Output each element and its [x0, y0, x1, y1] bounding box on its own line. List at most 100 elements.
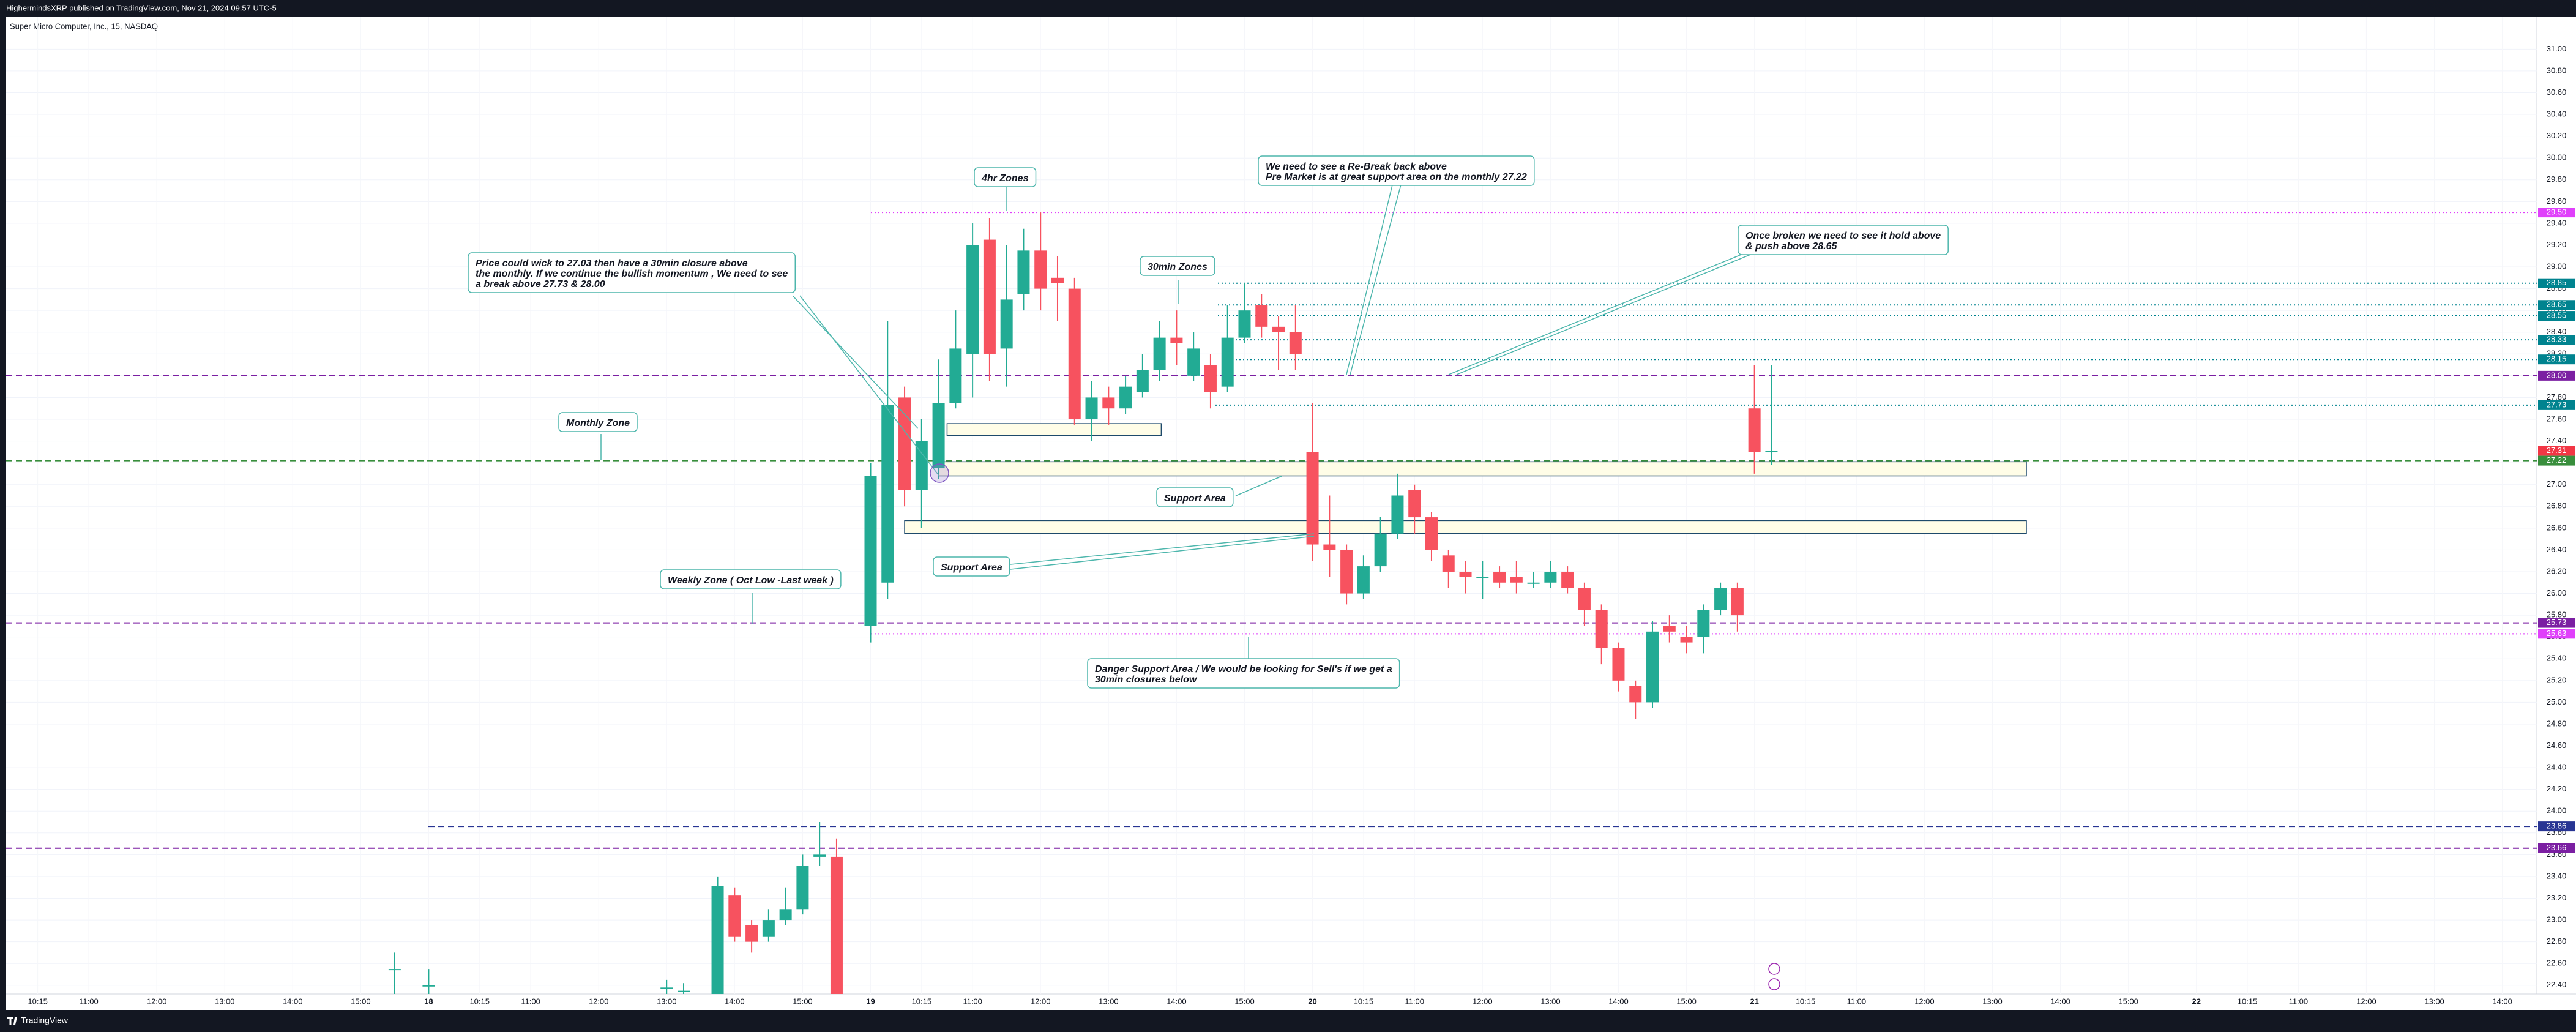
annotation-text: Once broken we need to see it hold above	[1745, 231, 1941, 241]
annotation-text: Support Area	[941, 563, 1002, 573]
y-tick-label: 24.60	[2547, 741, 2567, 750]
candle-body	[1697, 610, 1710, 637]
zone	[946, 423, 1162, 436]
price-label-bg	[2538, 370, 2575, 381]
x-tick-label: 10:15	[912, 996, 932, 1006]
candle-body	[711, 886, 724, 994]
candle-body	[1289, 332, 1302, 354]
candle-body	[1612, 648, 1625, 681]
y-tick-label: 25.80	[2547, 610, 2567, 619]
y-tick-label: 29.40	[2547, 218, 2567, 227]
candle-body	[422, 985, 435, 987]
price-label: 28.65	[2547, 300, 2567, 309]
price-label: 28.00	[2547, 370, 2567, 380]
candle-body	[660, 987, 673, 989]
annotation-text: Support Area	[1164, 493, 1226, 504]
x-tick-label: 13:00	[1099, 996, 1119, 1006]
x-tick-label: 22	[2192, 996, 2200, 1006]
candle-body	[1714, 588, 1727, 610]
symbol-title: Super Micro Computer, Inc., 15, NASDAQ	[10, 21, 158, 31]
y-tick-label: 30.40	[2547, 109, 2567, 118]
price-label: 23.86	[2547, 821, 2567, 831]
y-tick-label: 23.20	[2547, 893, 2567, 902]
y-tick-label: 22.40	[2547, 980, 2567, 989]
annotation-pointer	[1010, 533, 1315, 565]
y-tick-label: 27.40	[2547, 436, 2567, 445]
annotation-box	[933, 556, 1010, 577]
price-label: 28.85	[2547, 278, 2567, 287]
annotation: Danger Support Area / We would be lookin…	[1087, 637, 1400, 689]
candle-body	[864, 476, 877, 626]
y-tick-label: 26.00	[2547, 588, 2567, 597]
annotation-pointer	[1350, 182, 1402, 375]
annotation-box	[974, 167, 1037, 187]
price-label-bg	[2538, 400, 2575, 410]
x-tick-label: 14:00	[1608, 996, 1629, 1006]
annotation-pointer	[1346, 182, 1394, 375]
x-tick-label: 18	[424, 996, 433, 1006]
candle-body	[1068, 288, 1081, 420]
annotation-box	[1156, 487, 1234, 507]
x-tick-label: 21	[1750, 996, 1758, 1006]
x-tick-label: 15:00	[2118, 996, 2138, 1006]
x-tick-label: 11:00	[963, 996, 982, 1006]
candle-body	[1680, 637, 1693, 643]
annotation: Support Area	[1156, 476, 1282, 507]
candle-body	[1629, 686, 1642, 703]
candle-body	[1391, 495, 1404, 534]
x-tick-label: 11:00	[79, 996, 99, 1006]
price-label-bg	[2538, 208, 2575, 218]
x-tick-label: 12:00	[1914, 996, 1935, 1006]
x-tick-label: 12:00	[147, 996, 167, 1006]
grid	[6, 17, 2537, 994]
x-tick-label: 12:00	[1031, 996, 1051, 1006]
annotation-text: Price could wick to 27.03 then have a 30…	[476, 258, 748, 269]
x-tick-label: 10:15	[2238, 996, 2258, 1006]
price-label: 23.66	[2547, 843, 2567, 852]
candle-body	[1119, 386, 1132, 409]
annotation-pointer	[1010, 536, 1315, 570]
candle-body	[881, 405, 894, 583]
annotation: Support Area	[933, 533, 1315, 577]
price-label-bg	[2538, 821, 2575, 832]
candle-body	[728, 895, 741, 937]
price-label-bg	[2538, 629, 2575, 639]
annotation-text: Monthly Zone	[566, 418, 630, 428]
price-label-bg	[2538, 354, 2575, 365]
candle-body	[1340, 550, 1353, 594]
wick-marker	[930, 463, 949, 483]
y-tick-label: 30.80	[2547, 65, 2567, 75]
y-tick-label: 27.80	[2547, 392, 2567, 402]
y-tick-label: 31.00	[2547, 44, 2567, 53]
candle-body	[813, 854, 826, 857]
annotation-text: Weekly Zone ( Oct Low -Last week )	[668, 575, 834, 586]
candle-body	[1255, 305, 1268, 327]
candle-body	[1272, 326, 1285, 332]
price-label: 28.15	[2547, 354, 2567, 364]
candle-body	[1221, 337, 1234, 387]
candle-body	[1442, 555, 1455, 572]
x-tick-label: 15:00	[1676, 996, 1697, 1006]
candle-body	[932, 403, 945, 469]
brand-logo	[7, 1017, 17, 1025]
y-tick-label: 25.00	[2547, 697, 2567, 706]
annotation: 4hr Zones	[974, 167, 1037, 211]
price-label-bg	[2538, 335, 2575, 345]
price-label: 27.31	[2547, 446, 2567, 455]
candle-body	[779, 909, 792, 921]
candle-body	[1034, 250, 1047, 289]
y-tick-label: 29.20	[2547, 240, 2567, 249]
y-tick-label: 23.40	[2547, 871, 2567, 880]
y-tick-label: 22.80	[2547, 937, 2567, 946]
candles	[388, 212, 1778, 994]
candle-body	[898, 397, 911, 490]
event-icon	[1768, 963, 1780, 975]
y-tick-label: 29.80	[2547, 174, 2567, 184]
candle-body	[1170, 337, 1183, 343]
annotation-text: 4hr Zones	[981, 173, 1029, 184]
x-tick-label: 14:00	[2492, 996, 2512, 1006]
y-tick-label: 28.40	[2547, 327, 2567, 336]
x-tick-label: 12:00	[589, 996, 609, 1006]
